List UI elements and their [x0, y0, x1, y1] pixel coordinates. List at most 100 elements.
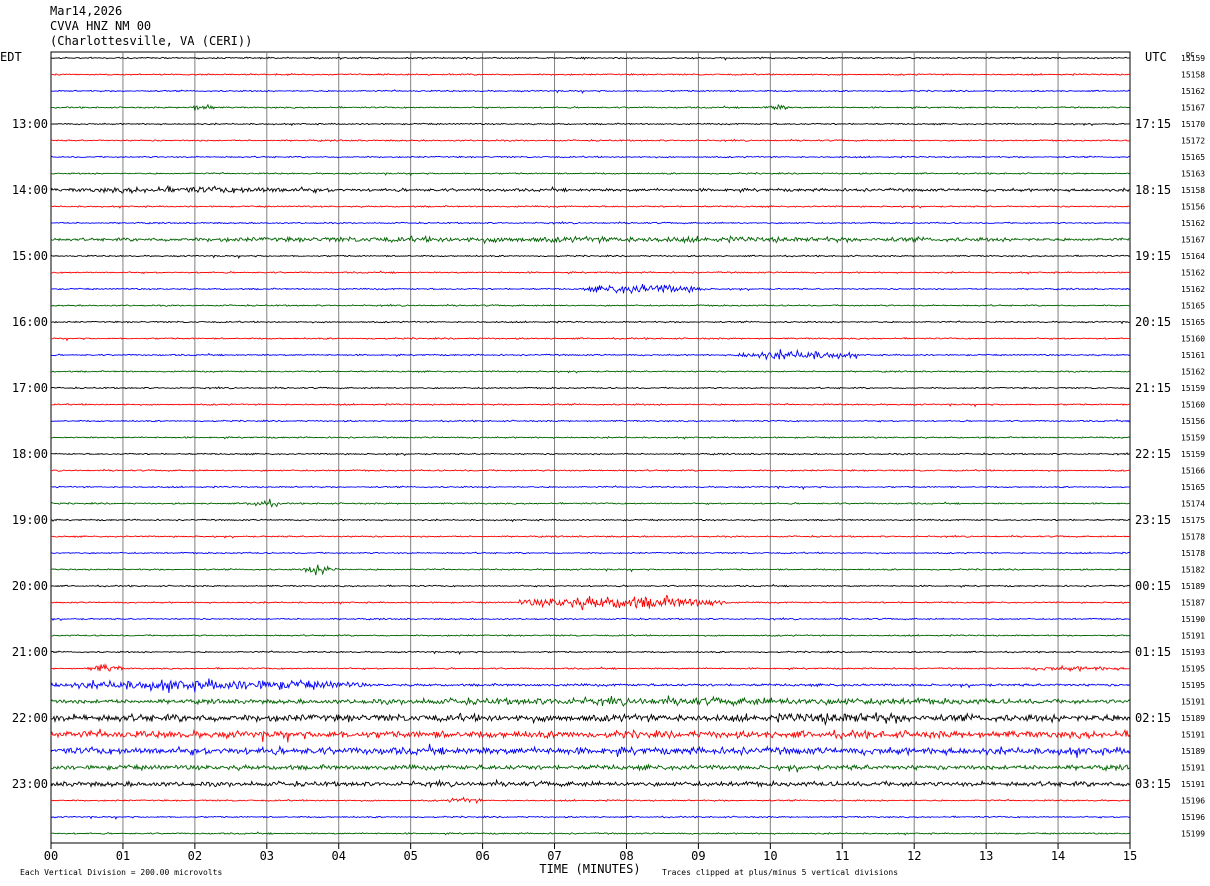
left-hour-label: 20:00: [12, 579, 48, 593]
right-hour-label: 01:15: [1135, 645, 1171, 659]
seismic-trace: [50, 831, 1131, 836]
seismic-trace: [50, 518, 1131, 523]
x-tick-label: 06: [475, 849, 489, 863]
dc-offset-label: 15166: [1181, 467, 1205, 476]
dc-offset-label: 15162: [1181, 368, 1205, 377]
x-tick-label: 05: [403, 849, 417, 863]
seismic-trace: [50, 56, 1130, 61]
x-tick-label: 08: [619, 849, 633, 863]
seismic-trace: [50, 650, 1131, 655]
dc-offset-label: 15167: [1181, 104, 1205, 113]
seismic-trace: [50, 551, 1131, 555]
station-id: CVVA HNZ NM 00: [50, 19, 152, 33]
dc-offset-label: 15162: [1181, 219, 1205, 228]
right-hour-label: 17:15: [1135, 117, 1171, 131]
dc-offset-label: 15190: [1181, 615, 1205, 624]
dc-offset-label: 15191: [1181, 698, 1205, 707]
seismic-trace: [51, 633, 1131, 638]
dc-offset-label: 15159: [1181, 384, 1205, 393]
seismic-trace: [50, 402, 1131, 408]
dc-offset-label: 15199: [1181, 830, 1205, 839]
dc-offset-label: 15162: [1181, 285, 1205, 294]
seismic-trace: [50, 72, 1131, 77]
seismic-trace: [50, 254, 1131, 259]
dc-offset-label: 15160: [1181, 335, 1205, 344]
dc-offset-label: 15162: [1181, 87, 1205, 96]
seismic-trace: [50, 122, 1131, 127]
plot-date: Mar14,2026: [50, 4, 123, 18]
seismic-trace: [50, 763, 1131, 773]
seismic-trace: [50, 564, 1131, 576]
seismic-trace: [50, 234, 1131, 245]
right-hour-label: 22:15: [1135, 447, 1171, 461]
dc-offset-label: 15163: [1181, 170, 1205, 179]
plot-frame: [50, 51, 1131, 844]
x-tick-label: 14: [1051, 849, 1065, 863]
dc-offset-label: 15178: [1181, 533, 1205, 542]
dc-offset-label: 15196: [1181, 813, 1205, 822]
seismic-trace: [51, 221, 1131, 225]
seismic-trace: [50, 155, 1130, 159]
left-hour-label: 18:00: [12, 447, 48, 461]
x-axis-label: TIME (MINUTES): [539, 862, 640, 876]
left-hour-label: 17:00: [12, 381, 48, 395]
dc-offset-label: 15159: [1181, 450, 1205, 459]
dc-offset-label: 15174: [1181, 500, 1205, 509]
dc-offset-label: 15195: [1181, 681, 1205, 690]
seismic-trace: [50, 583, 1131, 588]
dc-offset-label: 15158: [1181, 71, 1205, 80]
seismic-trace: [50, 171, 1131, 177]
seismic-trace: [50, 270, 1131, 275]
dc-offset-label: 15158: [1181, 186, 1205, 195]
seismic-trace: [50, 498, 1131, 508]
seismic-trace: [50, 743, 1131, 758]
dc-offset-label: 15191: [1181, 764, 1205, 773]
dc-header-label: DC: [1186, 51, 1194, 59]
left-timezone-label: EDT: [0, 50, 22, 64]
seismic-trace: [51, 370, 1131, 374]
dc-offset-label: 15196: [1181, 797, 1205, 806]
seismic-trace: [50, 678, 1131, 694]
dc-offset-label: 15191: [1181, 780, 1205, 789]
right-hour-label: 00:15: [1135, 579, 1171, 593]
left-hour-label: 21:00: [12, 645, 48, 659]
seismic-trace: [50, 695, 1131, 708]
seismic-trace: [50, 348, 1131, 361]
seismic-trace: [50, 205, 1131, 209]
right-hour-label: 20:15: [1135, 315, 1171, 329]
x-tick-label: 12: [907, 849, 921, 863]
dc-offset-label: 15156: [1181, 417, 1205, 426]
dc-offset-label: 15170: [1181, 120, 1205, 129]
right-hour-label: 18:15: [1135, 183, 1171, 197]
right-hour-label: 23:15: [1135, 513, 1171, 527]
seismic-trace: [50, 418, 1131, 423]
dc-offset-label: 15156: [1181, 203, 1205, 212]
x-tick-label: 01: [116, 849, 130, 863]
station-location: (Charlottesville, VA (CERI)): [50, 34, 253, 48]
seismic-trace: [50, 815, 1131, 820]
dc-offset-label: 15159: [1181, 434, 1205, 443]
x-tick-label: 03: [260, 849, 274, 863]
x-tick-label: 11: [835, 849, 849, 863]
dc-offset-label: 15164: [1181, 252, 1205, 261]
seismic-trace: [50, 320, 1131, 325]
seismic-trace: [50, 336, 1131, 342]
dc-offset-label: 15165: [1181, 318, 1205, 327]
dc-offset-label: 15175: [1181, 516, 1205, 525]
seismic-trace: [50, 303, 1131, 308]
right-hour-label: 21:15: [1135, 381, 1171, 395]
dc-offset-label: 15195: [1181, 665, 1205, 674]
x-tick-label: 09: [691, 849, 705, 863]
x-tick-label: 04: [332, 849, 346, 863]
seismic-trace: [50, 435, 1131, 440]
dc-offset-label: 15178: [1181, 549, 1205, 558]
left-hour-label: 14:00: [12, 183, 48, 197]
left-hour-label: 15:00: [12, 249, 48, 263]
x-tick-label: 07: [547, 849, 561, 863]
seismic-trace: [50, 663, 1131, 673]
dc-offset-label: 15189: [1181, 582, 1205, 591]
dc-offset-label: 15161: [1181, 351, 1205, 360]
left-hour-label: 13:00: [12, 117, 48, 131]
dc-offset-label: 15165: [1181, 483, 1205, 492]
